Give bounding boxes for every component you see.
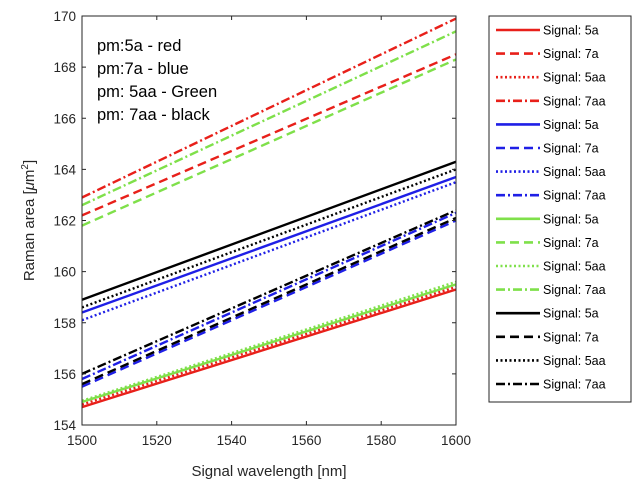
y-tick-label: 166 <box>53 111 76 126</box>
y-tick-label: 154 <box>53 418 76 433</box>
legend-label-1: Signal: 5a <box>543 24 599 38</box>
series-line-16 <box>81 209 457 375</box>
y-tick-label: 170 <box>53 9 76 24</box>
legend-label-10: Signal: 7a <box>543 236 599 250</box>
legend-label-5: Signal: 5a <box>543 118 599 132</box>
legend-label-14: Signal: 7a <box>543 330 599 344</box>
legend-entries: Signal: 5a Signal: 7a Signal: 5aa Signal: 7… <box>496 24 606 392</box>
annotation-box: pm:5a - red pm:7a - blue pm: 5aa - Green pm… <box>97 37 217 124</box>
legend-label-11: Signal: 5aa <box>543 260 606 274</box>
legend-label-8: Signal: 7aa <box>543 189 606 203</box>
series-line-4 <box>81 17 457 199</box>
legend-label-2: Signal: 7a <box>543 47 599 61</box>
series-line-6 <box>81 219 457 388</box>
x-axis-label: Signal wavelength [nm] <box>191 463 346 480</box>
series-line-14 <box>81 216 457 386</box>
series-line-2 <box>81 53 457 217</box>
y-tick-label: 168 <box>53 60 76 75</box>
legend-label-6: Signal: 7a <box>543 142 599 156</box>
annotation-line-1: pm:5a - red <box>97 37 181 55</box>
legend-label-13: Signal: 5a <box>543 307 599 321</box>
series-line-15 <box>81 168 457 309</box>
y-tick-label: 158 <box>53 316 76 331</box>
x-tick-label: 1540 <box>217 433 247 448</box>
legend-label-4: Signal: 7aa <box>543 94 606 108</box>
plot-area <box>82 16 456 425</box>
legend-label-16: Signal: 7aa <box>543 378 606 392</box>
series-line-12 <box>81 30 457 207</box>
y-tick-label: 164 <box>53 162 76 177</box>
axis-ticks: 1500 1520 1540 1560 1580 1600 154 156 158 160 162 1… <box>53 9 471 448</box>
y-tick-label: 156 <box>53 367 76 382</box>
y-axis-label: Raman area [μm2] <box>20 160 38 281</box>
legend-label-3: Signal: 5aa <box>543 71 606 85</box>
legend-label-7: Signal: 5aa <box>543 165 606 179</box>
annotation-line-2: pm:7a - blue <box>97 60 189 78</box>
series-line-7 <box>81 181 457 322</box>
series-layer <box>81 17 457 409</box>
y-tick-label: 160 <box>53 265 76 280</box>
annotation-line-4: pm: 7aa - black <box>97 106 211 124</box>
x-tick-label: 1560 <box>291 433 321 448</box>
series-line-5 <box>81 175 457 314</box>
legend-label-15: Signal: 5aa <box>543 354 606 368</box>
series-line-1 <box>81 288 457 409</box>
series-line-9 <box>81 283 457 404</box>
legend-label-9: Signal: 5a <box>543 212 599 226</box>
x-tick-label: 1520 <box>142 433 172 448</box>
x-tick-label: 1600 <box>441 433 471 448</box>
legend-label-12: Signal: 7aa <box>543 283 606 297</box>
series-line-10 <box>81 58 457 227</box>
annotation-line-3: pm: 5aa - Green <box>97 83 217 101</box>
y-tick-label: 162 <box>53 214 76 229</box>
x-tick-label: 1500 <box>67 433 97 448</box>
x-tick-label: 1580 <box>366 433 396 448</box>
series-line-8 <box>81 211 457 381</box>
series-line-13 <box>81 160 457 301</box>
